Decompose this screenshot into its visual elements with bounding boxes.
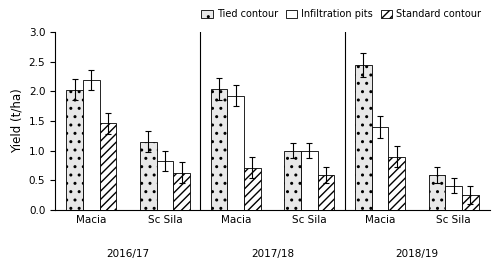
Bar bbox=[446, 186, 462, 210]
Text: 2017/18: 2017/18 bbox=[251, 249, 294, 259]
Bar bbox=[244, 168, 261, 210]
Bar bbox=[66, 90, 83, 210]
Bar bbox=[228, 95, 244, 210]
Bar bbox=[140, 142, 156, 210]
Bar bbox=[388, 157, 405, 210]
Bar bbox=[372, 127, 388, 210]
Bar bbox=[210, 89, 228, 210]
Bar bbox=[355, 65, 372, 210]
Text: 2016/17: 2016/17 bbox=[106, 249, 150, 259]
Bar bbox=[462, 195, 479, 210]
Bar bbox=[100, 123, 116, 210]
Bar bbox=[318, 175, 334, 210]
Legend: Tied contour, Infiltration pits, Standard contour: Tied contour, Infiltration pits, Standar… bbox=[198, 5, 485, 23]
Text: 2018/19: 2018/19 bbox=[396, 249, 438, 259]
Bar bbox=[83, 80, 100, 210]
Bar bbox=[284, 151, 301, 210]
Bar bbox=[428, 175, 446, 210]
Bar bbox=[174, 172, 190, 210]
Bar bbox=[301, 151, 318, 210]
Y-axis label: Yield (t/ha): Yield (t/ha) bbox=[10, 89, 23, 153]
Bar bbox=[156, 161, 174, 210]
